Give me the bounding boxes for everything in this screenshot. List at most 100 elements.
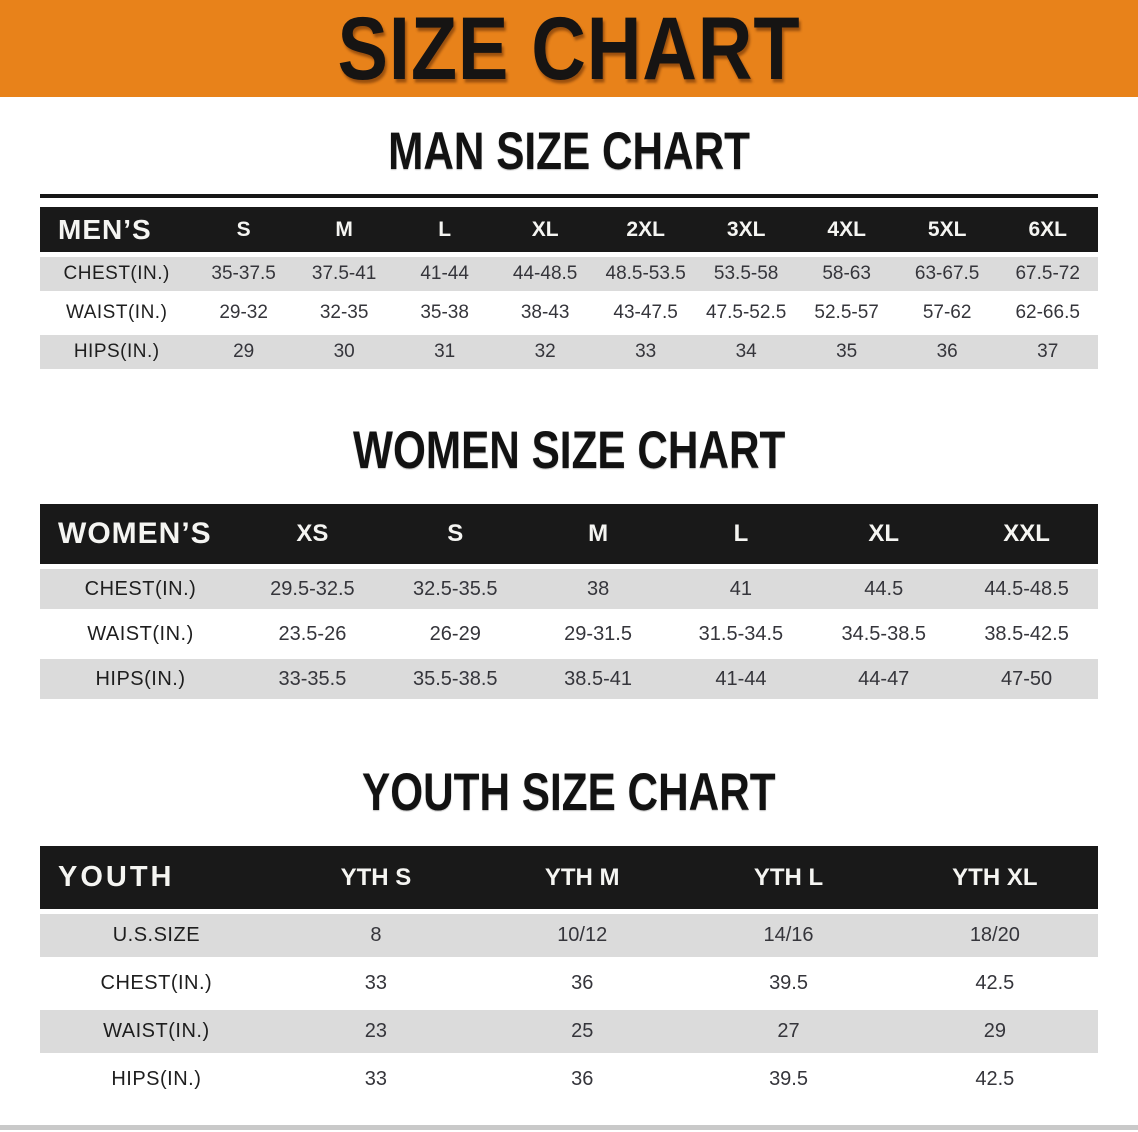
- size-value-cell: 32-35: [293, 296, 395, 330]
- size-value-cell: 31: [394, 335, 495, 369]
- row-label: HIPS(IN.): [40, 335, 194, 369]
- man-size-table-wrap: MEN’S S M L XL 2XL 3XL 4XL 5XL 6XL CHEST(IN.) 35-37…: [40, 194, 1098, 374]
- size-value-cell: 44.5: [812, 569, 956, 609]
- measurement-row: CHEST(IN.) 35-37.5 37.5-41 41-44 44-48.5 48.5…: [40, 257, 1098, 291]
- size-value-cell: 58-63: [796, 257, 897, 291]
- size-value-cell: 41-44: [394, 257, 495, 291]
- group-label: MEN’S: [40, 207, 194, 252]
- size-value-cell: 38: [526, 569, 670, 609]
- size-value-cell: 37: [997, 335, 1098, 369]
- size-column-header: M: [526, 504, 670, 564]
- size-column-header: L: [394, 207, 495, 252]
- size-value-cell: 41-44: [669, 659, 813, 699]
- youth-size-table: YOUTH YTH S YTH M YTH L YTH XL U.S.SIZE 8 10/12…: [40, 841, 1098, 1106]
- measurement-row: HIPS(IN.) 33 36 39.5 42.5: [40, 1058, 1098, 1101]
- size-value-cell: 35-37.5: [193, 257, 294, 291]
- size-value-cell: 29-32: [193, 296, 294, 330]
- size-value-cell: 29: [193, 335, 294, 369]
- size-value-cell: 25: [479, 1010, 686, 1053]
- man-size-table: MEN’S S M L XL 2XL 3XL 4XL 5XL 6XL CHEST(IN.) 35-37…: [40, 202, 1098, 374]
- size-value-cell: 29-31.5: [526, 614, 670, 654]
- measurement-row: WAIST(IN.) 23 25 27 29: [40, 1010, 1098, 1053]
- size-chart-banner: SIZE CHART: [0, 0, 1138, 97]
- size-column-header: XXL: [955, 504, 1098, 564]
- table-header-row: WOMEN’S XS S M L XL XXL: [40, 504, 1098, 564]
- size-column-header: YTH S: [272, 846, 480, 909]
- man-size-heading-text: MAN SIZE CHART: [388, 120, 750, 181]
- size-column-header: L: [669, 504, 813, 564]
- row-label: CHEST(IN.): [40, 569, 242, 609]
- size-value-cell: 44.5-48.5: [955, 569, 1098, 609]
- size-value-cell: 36: [479, 1058, 686, 1101]
- size-column-header: 3XL: [695, 207, 797, 252]
- size-value-cell: 35-38: [394, 296, 495, 330]
- size-value-cell: 34: [695, 335, 797, 369]
- women-size-table: WOMEN’S XS S M L XL XXL CHEST(IN.) 29.5-32.5 32.5…: [40, 499, 1098, 704]
- measurement-row: U.S.SIZE 8 10/12 14/16 18/20: [40, 914, 1098, 957]
- size-value-cell: 33: [272, 1058, 480, 1101]
- size-value-cell: 42.5: [891, 1058, 1098, 1101]
- size-value-cell: 34.5-38.5: [812, 614, 956, 654]
- size-column-header: S: [193, 207, 294, 252]
- youth-size-heading: YOUTH SIZE CHART: [0, 765, 1138, 818]
- size-value-cell: 26-29: [383, 614, 527, 654]
- size-column-header: XL: [812, 504, 956, 564]
- size-value-cell: 10/12: [479, 914, 686, 957]
- size-column-header: M: [293, 207, 395, 252]
- size-value-cell: 35: [796, 335, 897, 369]
- size-column-header: YTH M: [479, 846, 686, 909]
- size-value-cell: 37.5-41: [293, 257, 395, 291]
- row-label: HIPS(IN.): [40, 1058, 273, 1101]
- size-column-header: 2XL: [595, 207, 696, 252]
- table-header-row: YOUTH YTH S YTH M YTH L YTH XL: [40, 846, 1098, 909]
- size-value-cell: 27: [685, 1010, 892, 1053]
- size-value-cell: 48.5-53.5: [595, 257, 696, 291]
- size-column-header: XS: [241, 504, 384, 564]
- size-value-cell: 35.5-38.5: [383, 659, 527, 699]
- size-value-cell: 33-35.5: [241, 659, 384, 699]
- size-value-cell: 39.5: [685, 1058, 892, 1101]
- size-value-cell: 31.5-34.5: [669, 614, 813, 654]
- size-value-cell: 29.5-32.5: [241, 569, 384, 609]
- size-value-cell: 42.5: [891, 962, 1098, 1005]
- row-label: CHEST(IN.): [40, 962, 273, 1005]
- row-label: U.S.SIZE: [40, 914, 273, 957]
- bottom-border-strip: [0, 1125, 1138, 1130]
- women-size-heading-text: WOMEN SIZE CHART: [352, 419, 786, 480]
- size-value-cell: 41: [669, 569, 813, 609]
- size-column-header: YTH XL: [891, 846, 1098, 909]
- size-value-cell: 38.5-42.5: [955, 614, 1098, 654]
- youth-size-table-wrap: YOUTH YTH S YTH M YTH L YTH XL U.S.SIZE 8 10/12…: [40, 841, 1098, 1106]
- measurement-row: CHEST(IN.) 29.5-32.5 32.5-35.5 38 41 44.5 44.5…: [40, 569, 1098, 609]
- size-value-cell: 67.5-72: [997, 257, 1098, 291]
- size-value-cell: 23: [272, 1010, 480, 1053]
- measurement-row: WAIST(IN.) 23.5-26 26-29 29-31.5 31.5-34.5 34…: [40, 614, 1098, 654]
- banner-title: SIZE CHART: [337, 0, 801, 99]
- size-value-cell: 44-48.5: [494, 257, 596, 291]
- size-value-cell: 36: [896, 335, 998, 369]
- size-column-header: 5XL: [896, 207, 998, 252]
- measurement-row: HIPS(IN.) 29 30 31 32 33 34 35 36 37: [40, 335, 1098, 369]
- size-value-cell: 33: [595, 335, 696, 369]
- size-value-cell: 53.5-58: [695, 257, 797, 291]
- row-label: WAIST(IN.): [40, 614, 242, 654]
- size-column-header: YTH L: [685, 846, 892, 909]
- man-size-heading: MAN SIZE CHART: [0, 120, 1138, 181]
- size-value-cell: 36: [479, 962, 686, 1005]
- size-value-cell: 47-50: [955, 659, 1098, 699]
- women-size-heading: WOMEN SIZE CHART: [0, 419, 1138, 480]
- size-value-cell: 32: [494, 335, 596, 369]
- row-label: CHEST(IN.): [40, 257, 194, 291]
- size-value-cell: 33: [272, 962, 480, 1005]
- size-column-header: 6XL: [997, 207, 1098, 252]
- size-value-cell: 8: [272, 914, 480, 957]
- size-value-cell: 30: [293, 335, 395, 369]
- size-value-cell: 23.5-26: [241, 614, 384, 654]
- size-value-cell: 38-43: [494, 296, 596, 330]
- size-value-cell: 63-67.5: [896, 257, 998, 291]
- size-value-cell: 14/16: [685, 914, 892, 957]
- size-value-cell: 44-47: [812, 659, 956, 699]
- size-value-cell: 18/20: [891, 914, 1098, 957]
- size-value-cell: 62-66.5: [997, 296, 1098, 330]
